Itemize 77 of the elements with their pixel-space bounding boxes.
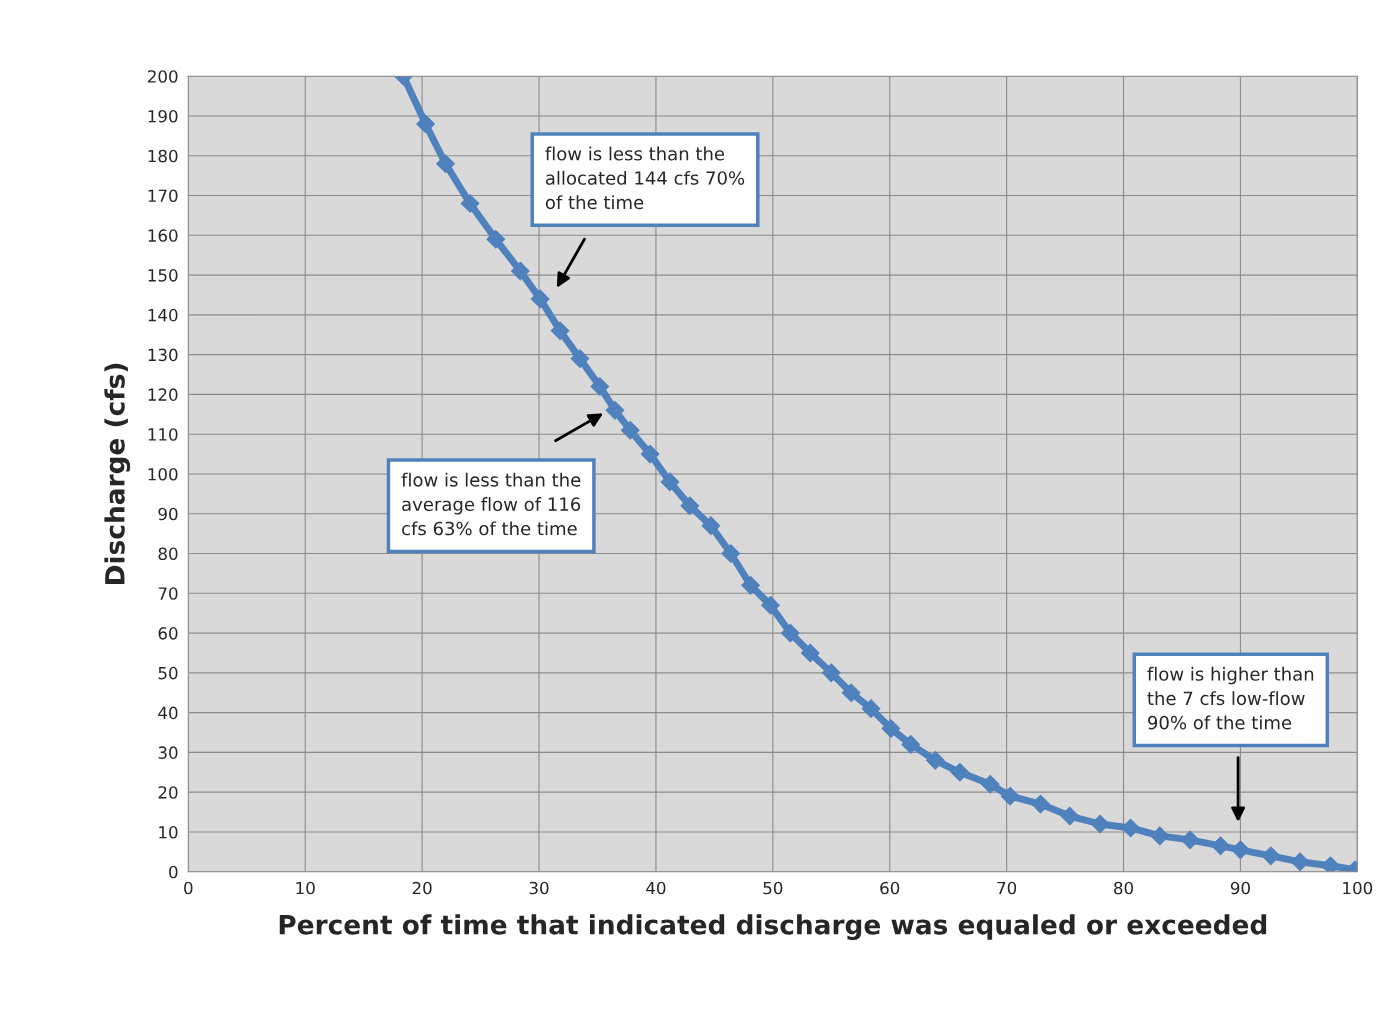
x-tick-label: 80: [1114, 881, 1134, 895]
y-tick-label: 130: [148, 348, 178, 362]
point: [590, 377, 610, 396]
point: [1290, 852, 1310, 872]
x-tick-label: 60: [880, 881, 900, 895]
annotation: flow is less than the allocated 144 cfs 70% of the time: [545, 146, 745, 210]
y-tick-label: 10: [159, 825, 178, 839]
point: [1121, 818, 1140, 838]
x-tick-label: 90: [1230, 881, 1250, 895]
point: [620, 420, 640, 440]
point: [1060, 806, 1080, 826]
point: [1261, 846, 1281, 866]
point: [950, 762, 970, 782]
y-tick-label: 50: [158, 666, 178, 680]
x-tick-label: 70: [997, 881, 1017, 895]
y-tick-label: 190: [148, 109, 178, 123]
x-tick-label: 0: [184, 881, 193, 895]
point: [721, 544, 741, 563]
x-tick-label: 10: [296, 881, 315, 895]
y-tick-label: 60: [158, 627, 178, 640]
point: [980, 774, 1000, 794]
point: [701, 516, 721, 536]
y-tick-label: 90: [158, 507, 178, 521]
point: [680, 496, 700, 516]
point: [781, 623, 800, 643]
point: [460, 194, 480, 213]
point: [761, 595, 780, 615]
point: [1031, 794, 1050, 814]
point: [510, 261, 530, 281]
point: [605, 400, 625, 420]
y-tick-label: 40: [158, 706, 178, 720]
point: [486, 229, 506, 249]
y-tick-label: 180: [148, 149, 178, 163]
point: [530, 289, 550, 309]
point: [925, 751, 945, 770]
point: [800, 643, 820, 663]
point: [640, 444, 660, 464]
x-tick-label: 30: [529, 881, 549, 895]
y-tick-label: 70: [158, 587, 178, 600]
point: [901, 735, 921, 754]
y-tick-label: 80: [158, 547, 178, 561]
y-tick-label: 100: [148, 467, 178, 481]
point: [861, 699, 881, 718]
point: [570, 349, 590, 368]
point: [436, 154, 455, 174]
y-tick-label: 110: [148, 428, 178, 441]
point: [841, 683, 861, 703]
x-tick-label: 40: [646, 881, 666, 895]
point: [1090, 814, 1110, 834]
point: [1231, 840, 1250, 860]
y-tick-label: 120: [148, 388, 178, 401]
y-tick-label: 0: [169, 865, 178, 879]
y-tick-label: 170: [148, 189, 178, 203]
annotation: flow is less than the average flow of 116 cfs 63% of the time: [401, 472, 581, 536]
y-tick-label: 30: [158, 746, 178, 759]
point: [1321, 856, 1340, 872]
point: [1150, 826, 1170, 846]
point: [881, 719, 901, 738]
x-axis-title: Percent of time that indicated discharge was equaled or exceeded: [279, 914, 1267, 940]
point: [1211, 836, 1230, 856]
y-tick-label: 200: [148, 70, 178, 83]
y-axis-title: Discharge (cfs): [104, 363, 131, 584]
y-tick-label: 20: [158, 786, 178, 799]
y-tick-label: 150: [148, 269, 178, 282]
point: [1180, 830, 1200, 850]
y-tick-label: 160: [148, 229, 178, 242]
point: [1000, 786, 1020, 806]
x-tick-label: 20: [412, 881, 432, 895]
point: [416, 114, 435, 134]
x-tick-label: 50: [763, 881, 783, 895]
point: [741, 575, 760, 595]
point: [821, 663, 841, 683]
point: [550, 321, 570, 341]
x-tick-label: 100: [1343, 881, 1373, 895]
y-tick-label: 140: [148, 308, 178, 322]
point: [660, 472, 680, 492]
annotation: flow is higher than the 7 cfs low-flow 90% of the time: [1147, 666, 1314, 730]
